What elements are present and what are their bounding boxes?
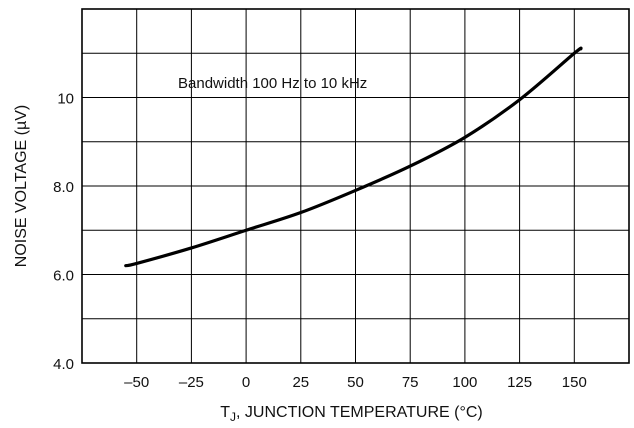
x-axis-label-subscript: J xyxy=(230,410,236,424)
y-tick-label: 6.0 xyxy=(53,268,74,285)
x-tick-label: 150 xyxy=(562,374,587,391)
data-layer xyxy=(124,46,583,268)
x-axis-label: TJ, JUNCTION TEMPERATURE (°C) xyxy=(220,404,482,424)
noise-voltage-curve xyxy=(124,46,583,268)
x-tick-label: 0 xyxy=(242,374,250,391)
y-tick-labels: 4.0 6.0 8.0 10 xyxy=(53,91,74,374)
y-tick-label: 10 xyxy=(57,91,74,108)
x-tick-label: 125 xyxy=(507,374,532,391)
x-tick-label: 75 xyxy=(402,374,419,391)
x-axis-label-main: T xyxy=(220,404,230,421)
plot-frame xyxy=(81,8,630,364)
x-tick-label: –25 xyxy=(179,374,204,391)
x-tick-label: 100 xyxy=(452,374,477,391)
x-tick-labels: –50 –25 0 25 50 75 100 125 150 xyxy=(124,374,587,391)
grid xyxy=(82,9,629,363)
x-tick-label: –50 xyxy=(124,374,149,391)
x-axis-label-rest: , JUNCTION TEMPERATURE (°C) xyxy=(236,404,483,421)
y-axis-label: NOISE VOLTAGE (µV) xyxy=(13,105,30,267)
y-tick-label: 8.0 xyxy=(53,179,74,196)
y-tick-label: 4.0 xyxy=(53,356,74,373)
x-tick-label: 50 xyxy=(347,374,364,391)
x-tick-label: 25 xyxy=(292,374,309,391)
annotation: Bandwidth 100 Hz to 10 kHz xyxy=(178,75,367,92)
